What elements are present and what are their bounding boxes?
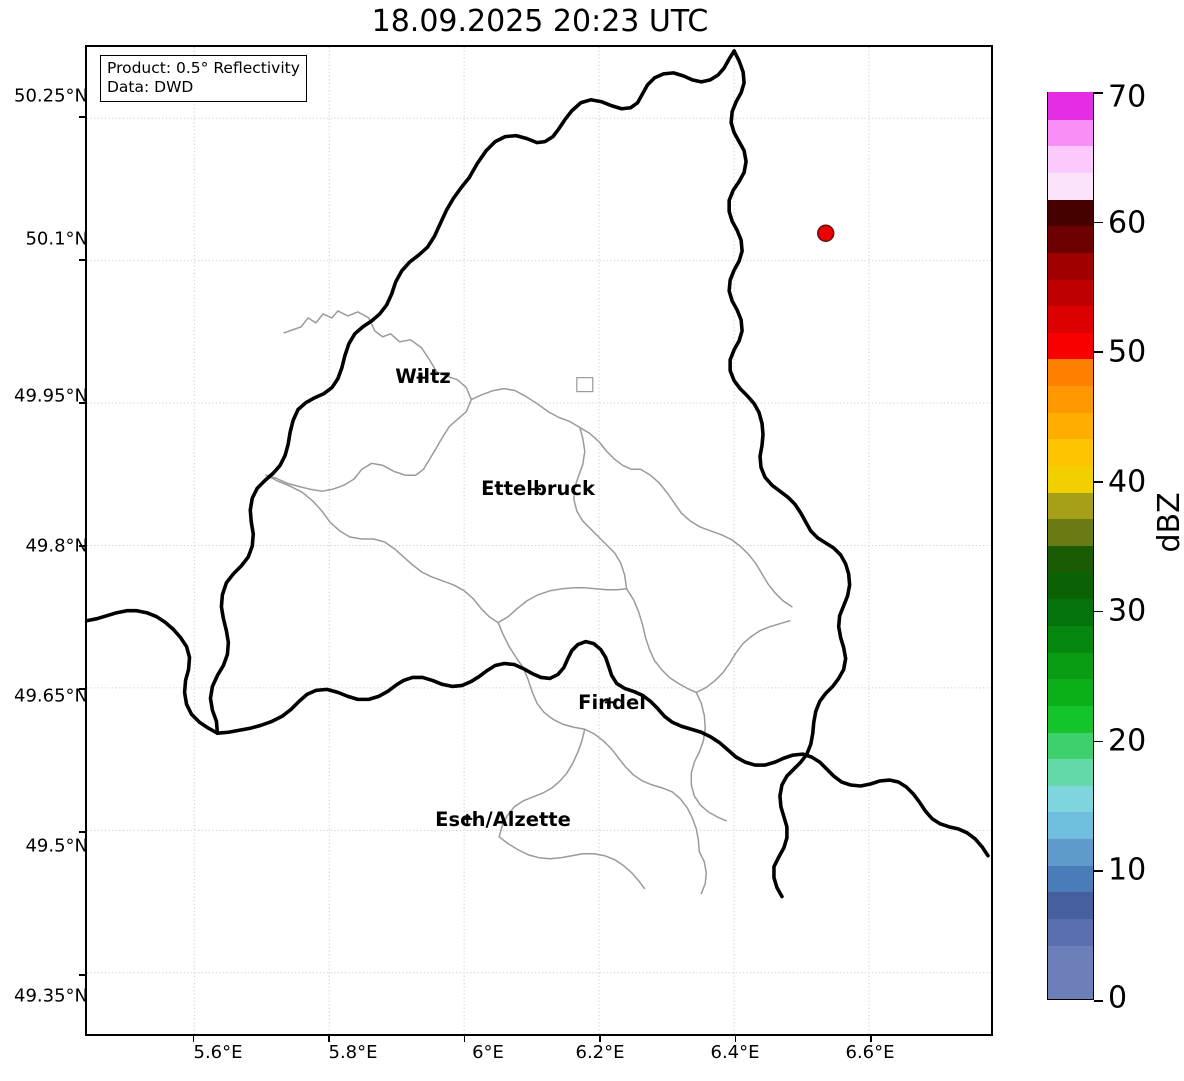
colorbar-band-16	[1048, 545, 1093, 573]
lon-tick-mark-5	[870, 1036, 872, 1042]
colorbar-band-8	[1048, 758, 1093, 786]
city-label-ettelbruck: Ettelbruck	[481, 477, 595, 500]
city-marker-wiltz	[416, 372, 427, 383]
lat-tick-label-1: 50.1°N	[25, 228, 88, 250]
colorbar-band-10	[1048, 705, 1093, 733]
colorbar-band-19	[1048, 465, 1093, 493]
cbar-tick-mark-20	[1094, 740, 1103, 743]
lat-tick-label-6: 49.35°N	[14, 985, 88, 1007]
lon-tick-mark-2	[463, 1036, 466, 1042]
colorbar-band-13	[1048, 625, 1093, 653]
info-data-line: Data: DWD	[107, 78, 194, 96]
cbar-tick-label-50: 50	[1108, 334, 1147, 370]
colorbar-band-15	[1048, 571, 1093, 600]
colorbar-band-20	[1048, 438, 1093, 467]
graticule-lines	[87, 47, 991, 1034]
colorbar-band-4	[1048, 865, 1093, 893]
lat-tick-label-2: 49.95°N	[14, 385, 88, 407]
colorbar-band-18	[1048, 492, 1093, 520]
lat-tick-mark-3	[79, 545, 85, 547]
city-markers	[416, 372, 615, 824]
city-label-wiltz: Wiltz	[395, 365, 451, 388]
colorbar-band-17	[1048, 518, 1093, 546]
city-label-findel: Findel	[578, 691, 646, 714]
colorbar-unit-label: dBZ	[1152, 492, 1184, 553]
lat-tick-label-0: 50.25°N	[14, 85, 88, 107]
lon-tick-mark-3	[599, 1036, 601, 1042]
page-title: 18.09.2025 20:23 UTC	[371, 4, 709, 39]
colorbar-band-11	[1048, 678, 1093, 706]
lat-tick-label-3: 49.8°N	[25, 535, 88, 557]
colorbar[interactable]	[1047, 92, 1094, 1000]
radar-site-marker[interactable]	[817, 224, 835, 242]
colorbar-band-21	[1048, 412, 1093, 440]
colorbar-band-5	[1048, 838, 1093, 866]
lat-tick-mark-1	[79, 259, 85, 261]
lon-tick-label-2: 6°E	[472, 1042, 504, 1063]
lon-tick-mark-0	[192, 1036, 195, 1042]
lon-tick-label-1: 5.8°E	[328, 1042, 378, 1063]
cbar-tick-label-0: 0	[1108, 980, 1128, 1016]
city-marker-ettelbruck	[531, 484, 541, 495]
colorbar-band-31	[1048, 145, 1093, 173]
colorbar-band-25	[1048, 305, 1093, 333]
info-box: Product: 0.5° Reflectivity Data: DWD	[100, 55, 307, 102]
city-marker-findel	[604, 697, 615, 708]
cbar-tick-mark-30	[1094, 610, 1103, 613]
lon-tick-label-4: 6.4°E	[710, 1042, 760, 1063]
lon-tick-label-5: 6.6°E	[845, 1042, 895, 1063]
cbar-tick-mark-60	[1094, 221, 1103, 224]
lon-tick-label-3: 6.2°E	[575, 1042, 625, 1063]
lat-tick-mark-5	[79, 831, 85, 833]
lat-tick-label-4: 49.65°N	[14, 685, 88, 707]
lat-tick-mark-6	[79, 974, 85, 976]
colorbar-band-6	[1048, 811, 1093, 840]
colorbar-band-12	[1048, 651, 1093, 680]
colorbar-band-33	[1048, 92, 1093, 120]
national-borders	[87, 49, 990, 899]
lat-tick-label-5: 49.5°N	[25, 835, 88, 857]
cbar-tick-mark-40	[1094, 481, 1103, 483]
cbar-tick-label-10: 10	[1108, 852, 1147, 888]
map-plot-area[interactable]: Product: 0.5° Reflectivity Data: DWD Wil…	[85, 45, 993, 1036]
colorbar-band-2	[1048, 918, 1093, 946]
cbar-tick-mark-50	[1094, 351, 1103, 353]
colorbar-band-1	[1048, 945, 1093, 973]
lat-tick-mark-0	[79, 116, 85, 118]
colorbar-band-9	[1048, 731, 1093, 760]
colorbar-band-26	[1048, 278, 1093, 307]
cbar-tick-label-40: 40	[1108, 464, 1147, 500]
colorbar-band-0	[1048, 971, 1093, 999]
lon-tick-mark-4	[734, 1036, 737, 1042]
lat-tick-mark-2	[79, 402, 85, 404]
colorbar-band-14	[1048, 598, 1093, 626]
colorbar-band-7	[1048, 785, 1093, 813]
cbar-tick-label-20: 20	[1108, 723, 1147, 759]
cbar-tick-mark-10	[1094, 870, 1103, 872]
cbar-tick-label-30: 30	[1108, 593, 1147, 629]
cbar-tick-label-70: 70	[1108, 79, 1147, 115]
colorbar-band-27	[1048, 252, 1093, 280]
lon-tick-label-0: 5.6°E	[193, 1042, 243, 1063]
cbar-tick-mark-70	[1094, 92, 1103, 94]
colorbar-band-22	[1048, 385, 1093, 413]
cbar-tick-label-60: 60	[1108, 205, 1147, 241]
lat-tick-mark-4	[79, 688, 85, 690]
map-graphic	[87, 47, 991, 1034]
info-product-line: Product: 0.5° Reflectivity	[107, 59, 300, 77]
lon-tick-mark-1	[328, 1036, 330, 1042]
city-label-esch: Esch/Alzette	[435, 808, 571, 831]
border-detail-marks	[576, 377, 594, 393]
colorbar-band-23	[1048, 358, 1093, 387]
colorbar-band-28	[1048, 225, 1093, 253]
colorbar-band-3	[1048, 891, 1093, 920]
colorbar-band-24	[1048, 332, 1093, 360]
cbar-tick-mark-0	[1094, 1000, 1103, 1002]
city-marker-esch	[462, 813, 473, 824]
canton-boundaries	[265, 310, 793, 895]
colorbar-band-30	[1048, 172, 1093, 200]
colorbar-band-32	[1048, 118, 1093, 147]
colorbar-band-29	[1048, 198, 1093, 227]
